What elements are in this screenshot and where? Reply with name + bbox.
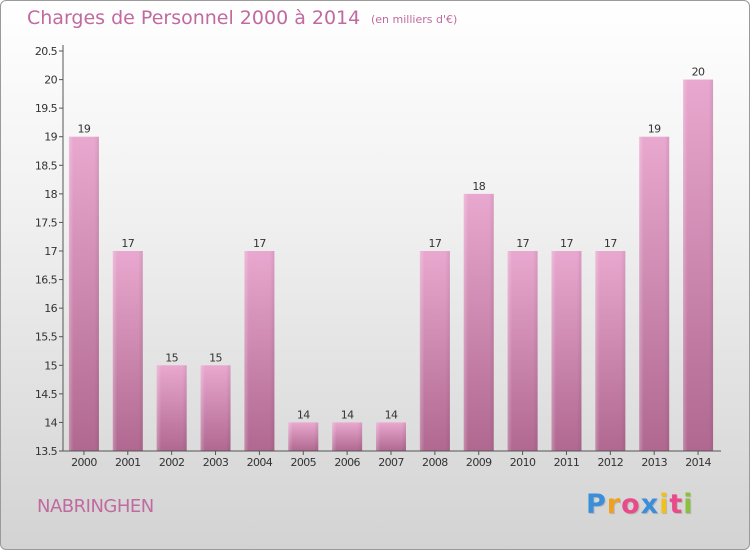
bars-group: 19 17 15 15 17 14 14 14 17 18 17 17 17 19 20 bbox=[68, 66, 714, 452]
logo-letter: r bbox=[606, 489, 622, 520]
data-label-2009: 18 bbox=[472, 180, 485, 193]
bar-shading-2010 bbox=[507, 251, 538, 451]
y-tick-label: 19 bbox=[44, 131, 57, 144]
data-label-2000: 19 bbox=[78, 123, 91, 136]
data-label-2006: 14 bbox=[341, 408, 354, 421]
x-tick-label: 2002 bbox=[159, 456, 185, 469]
y-tick-label: 14 bbox=[44, 416, 57, 429]
y-tick-label: 20.5 bbox=[35, 45, 58, 58]
logo-letter: i bbox=[659, 489, 670, 520]
y-tick-label: 16.5 bbox=[35, 274, 58, 287]
x-tick-label: 2008 bbox=[422, 456, 448, 469]
x-tick-label: 2005 bbox=[290, 456, 316, 469]
y-tick-label: 15.5 bbox=[35, 331, 58, 344]
bar-shading-2007 bbox=[376, 422, 406, 451]
y-tick-label: 17 bbox=[44, 245, 57, 258]
data-label-2003: 15 bbox=[209, 351, 222, 364]
y-axis-ticks: 13.5 14 14.5 15 15.5 16 16.5 17 17.5 18 18.5 19 19.5… bbox=[35, 45, 63, 458]
y-tick-label: 20 bbox=[44, 74, 57, 87]
data-label-2014: 20 bbox=[692, 66, 705, 79]
x-tick-label: 2004 bbox=[247, 456, 273, 469]
bar-shading-2006 bbox=[332, 422, 363, 451]
bar-shading-2008 bbox=[419, 251, 450, 451]
bar-shading-2009 bbox=[463, 193, 494, 451]
logo-letter: o bbox=[621, 489, 641, 520]
logo-letter: t bbox=[669, 489, 684, 520]
x-tick-label: 2007 bbox=[378, 456, 404, 469]
data-label-2010: 17 bbox=[516, 237, 529, 250]
y-tick-label: 13.5 bbox=[35, 445, 58, 458]
y-tick-label: 16 bbox=[44, 302, 57, 315]
y-tick-label: 15 bbox=[44, 359, 57, 372]
chart-subtitle: (en milliers d'€) bbox=[371, 13, 458, 26]
logo-letter: i bbox=[683, 489, 694, 520]
bar-shading-2005 bbox=[288, 422, 319, 451]
data-label-2005: 14 bbox=[297, 408, 310, 421]
data-label-2013: 19 bbox=[648, 123, 661, 136]
proxiti-logo[interactable]: Proxiti bbox=[586, 489, 694, 520]
y-tick-label: 18 bbox=[44, 188, 57, 201]
x-tick-label: 2011 bbox=[554, 456, 580, 469]
x-axis-labels: 2000 2001 2002 2003 2004 2005 2006 2007 2008 2009… bbox=[71, 451, 712, 469]
commune-name: NABRINGHEN bbox=[37, 496, 154, 517]
x-tick-label: 2014 bbox=[685, 456, 711, 469]
chart-title: Charges de Personnel 2000 à 2014 bbox=[27, 7, 361, 29]
y-tick-label: 17.5 bbox=[35, 216, 58, 229]
bar-shading-2000 bbox=[68, 136, 99, 451]
bar-shading-2011 bbox=[551, 251, 582, 451]
bar-shading-2001 bbox=[112, 251, 143, 451]
logo-letter: P bbox=[586, 489, 607, 520]
bar-shading-2012 bbox=[595, 251, 626, 451]
x-tick-label: 2013 bbox=[641, 456, 667, 469]
data-label-2007: 14 bbox=[385, 408, 398, 421]
y-tick-label: 14.5 bbox=[35, 388, 58, 401]
x-tick-label: 2010 bbox=[510, 456, 536, 469]
bar-shading-2004 bbox=[244, 251, 275, 451]
bar-shading-2002 bbox=[156, 365, 187, 451]
logo-letter: x bbox=[640, 489, 660, 520]
bar-shading-2003 bbox=[200, 365, 231, 451]
data-label-2002: 15 bbox=[165, 351, 178, 364]
x-tick-label: 2009 bbox=[466, 456, 492, 469]
y-tick-label: 19.5 bbox=[35, 102, 58, 115]
bar-shading-2013 bbox=[639, 136, 670, 451]
x-tick-label: 2006 bbox=[334, 456, 360, 469]
x-tick-label: 2000 bbox=[71, 456, 97, 469]
data-label-2011: 17 bbox=[560, 237, 573, 250]
x-tick-label: 2012 bbox=[598, 456, 624, 469]
x-tick-label: 2003 bbox=[203, 456, 229, 469]
x-tick-label: 2001 bbox=[115, 456, 141, 469]
data-label-2012: 17 bbox=[604, 237, 617, 250]
data-label-2008: 17 bbox=[428, 237, 441, 250]
bar-shading-2014 bbox=[683, 79, 714, 452]
data-label-2001: 17 bbox=[121, 237, 134, 250]
y-tick-label: 18.5 bbox=[35, 159, 58, 172]
data-label-2004: 17 bbox=[253, 237, 266, 250]
